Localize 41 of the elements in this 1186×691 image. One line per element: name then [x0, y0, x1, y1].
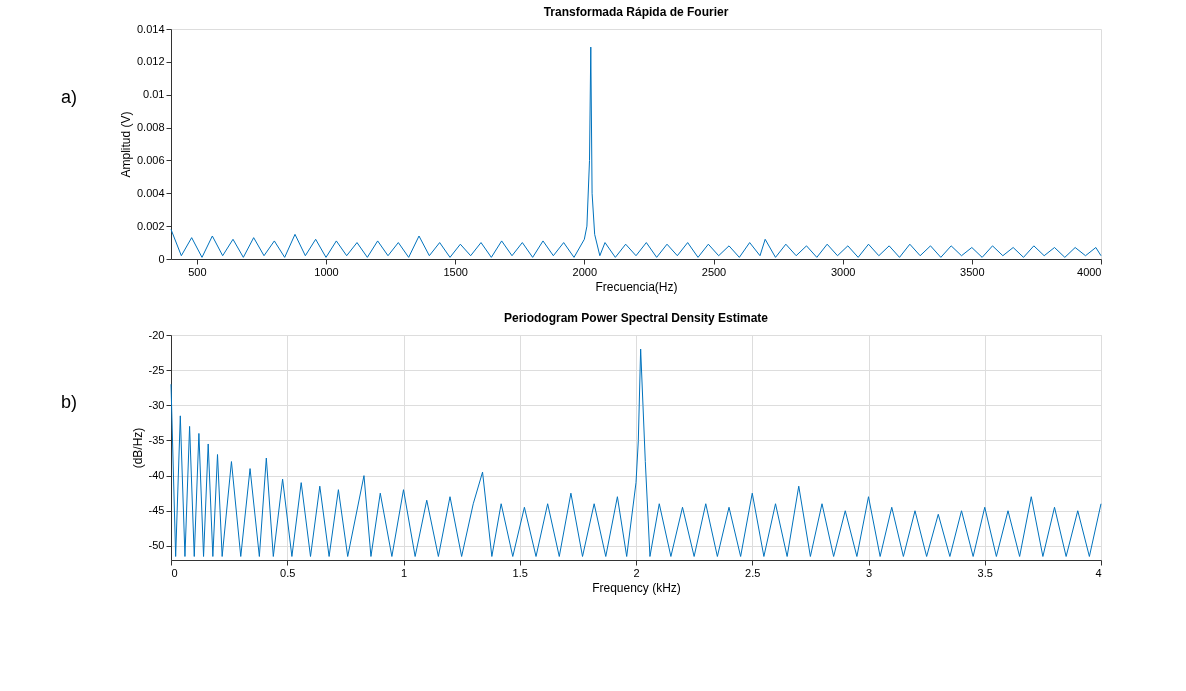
y-tick-label: 0.014 [136, 22, 165, 35]
x-tick-label: 1500 [443, 265, 468, 278]
x-tick-label: 2 [633, 566, 640, 579]
x-tick-label: 3000 [830, 265, 856, 278]
x-axis-title: Frecuencia(Hz) [595, 279, 678, 294]
y-tick-label: -30 [148, 398, 165, 411]
chart-title: Transformada Rápida de Fourier [543, 5, 729, 19]
x-tick-label: 500 [188, 265, 207, 278]
x-tick-label: 3.5 [977, 566, 993, 579]
x-tick-label: 3 [865, 566, 873, 579]
y-tick-label: -40 [148, 469, 165, 482]
x-tick-label: 2000 [572, 265, 598, 278]
x-tick-label: 0.5 [280, 566, 296, 579]
x-tick-label: 1 [400, 566, 408, 579]
x-tick-label: 4000 [1077, 265, 1102, 278]
y-tick-label: -35 [148, 433, 165, 446]
y-axis-title: Amplitud (V) [118, 111, 133, 178]
x-tick-label: 2.5 [745, 566, 761, 579]
x-tick-label: 3500 [960, 265, 985, 278]
x-tick-label: 1.5 [512, 566, 528, 579]
x-tick-label: 4 [1095, 566, 1102, 579]
text: b) [61, 391, 78, 412]
y-tick-label: 0.01 [143, 88, 165, 101]
y-tick-label: -20 [148, 328, 165, 341]
y-axis-title: (dB/Hz) [130, 427, 145, 469]
y-tick-label: 0 [158, 252, 165, 265]
y-tick-label: -25 [148, 363, 165, 376]
y-tick-label: 0.012 [136, 55, 165, 68]
y-tick-label: 0.002 [136, 219, 165, 232]
x-axis-title: Frequency (kHz) [592, 580, 681, 595]
y-tick-label: -50 [148, 539, 165, 552]
y-tick-label: 0.006 [136, 153, 165, 166]
x-tick-label: 2500 [701, 265, 727, 278]
text: a) [61, 87, 78, 107]
y-tick-label: 0.004 [136, 186, 165, 199]
y-tick-label: 0.008 [136, 121, 165, 134]
x-tick-label: 0 [171, 566, 178, 579]
line-series [170, 348, 1102, 557]
y-tick-label: -45 [148, 504, 165, 517]
chart-title: Periodogram Power Spectral Density Estimate [503, 311, 769, 325]
x-tick-label: 1000 [314, 265, 339, 278]
